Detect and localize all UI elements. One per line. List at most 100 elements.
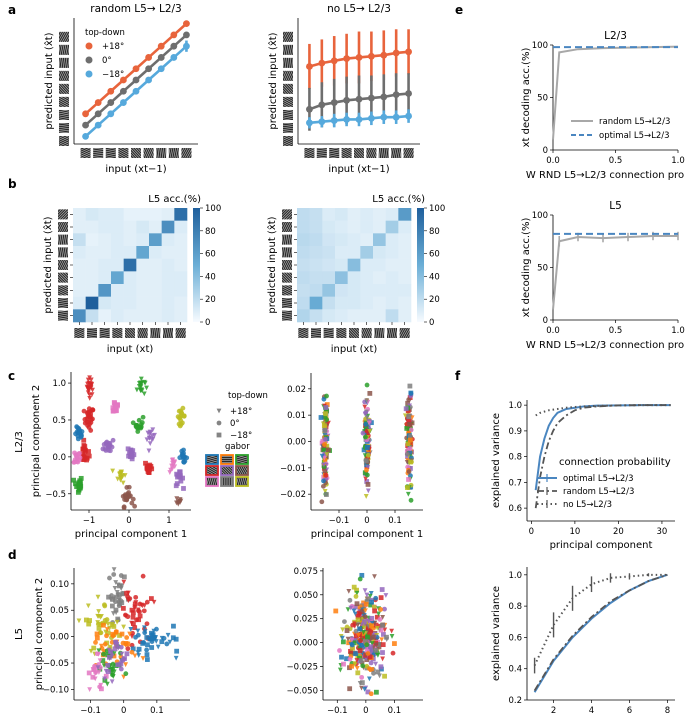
d-right-point bbox=[359, 572, 365, 578]
b-left-cell bbox=[98, 246, 112, 259]
d-right-point bbox=[367, 644, 373, 650]
b-left-cell bbox=[161, 258, 175, 272]
d-right-point bbox=[382, 673, 387, 679]
d-left-point bbox=[149, 645, 155, 650]
c-right-ytick-label: 0.00 bbox=[287, 438, 306, 448]
a-left-point bbox=[94, 99, 102, 106]
d-right-point bbox=[344, 656, 349, 662]
d-left-point bbox=[94, 631, 100, 637]
a-right-y-gabor bbox=[283, 96, 293, 107]
b-right-cell bbox=[297, 258, 310, 272]
c-left-point bbox=[132, 503, 138, 509]
b-left-cell bbox=[149, 233, 162, 247]
b-right-cbar-label: 100 bbox=[429, 204, 445, 214]
d-right-point bbox=[378, 606, 384, 612]
c-right-point bbox=[367, 390, 373, 396]
b-left-cell bbox=[85, 271, 99, 285]
c-right-point bbox=[407, 446, 413, 452]
d-left-point bbox=[105, 652, 111, 658]
c-left-point bbox=[103, 448, 109, 453]
d-left-point bbox=[92, 663, 97, 669]
b-right-cell bbox=[309, 233, 323, 247]
b-left-cell bbox=[111, 309, 124, 323]
b-left-cell bbox=[98, 296, 112, 310]
c-left-point bbox=[85, 377, 91, 383]
b-right-cell bbox=[309, 220, 323, 234]
c-left-point bbox=[129, 450, 135, 456]
a-left-point bbox=[145, 54, 153, 61]
d-left-point bbox=[96, 609, 102, 614]
d-right-point bbox=[360, 663, 366, 669]
c-legend-item-2: −18° bbox=[230, 431, 252, 441]
c-left-point bbox=[84, 457, 90, 463]
d-right-point bbox=[351, 637, 357, 643]
c-left-point bbox=[113, 403, 118, 409]
c-right-point bbox=[407, 421, 413, 427]
panel-label-a: a bbox=[8, 3, 16, 17]
d-right-point bbox=[348, 648, 353, 654]
d-left-point bbox=[90, 674, 96, 680]
d-left-point bbox=[123, 642, 128, 648]
b-right-y-gabor bbox=[282, 272, 292, 283]
c-right-point bbox=[363, 476, 369, 482]
c-left-point bbox=[181, 447, 186, 453]
d-left-point bbox=[104, 627, 110, 632]
d-right-point bbox=[362, 614, 368, 620]
d-left-point bbox=[148, 596, 154, 601]
c-left-point bbox=[169, 463, 174, 469]
b-right-cell bbox=[398, 246, 412, 259]
f-top-ytick-label: 0.8 bbox=[508, 453, 522, 463]
c-right-point bbox=[363, 494, 369, 499]
d-right-ytick-label: 0.050 bbox=[294, 591, 318, 601]
d-right-point bbox=[362, 644, 367, 649]
a-left-point bbox=[183, 31, 190, 39]
c-right-point bbox=[322, 428, 328, 434]
c-right-point bbox=[364, 479, 370, 484]
c-left-point bbox=[170, 459, 176, 465]
d-right-point bbox=[371, 604, 377, 610]
d-left-point bbox=[133, 600, 139, 605]
e-bottom-random-line bbox=[552, 235, 678, 310]
d-left-point bbox=[121, 674, 127, 680]
b-left-cell bbox=[73, 284, 86, 297]
b-right-cell bbox=[373, 309, 386, 323]
d-left-point bbox=[102, 676, 107, 682]
d-right-point bbox=[359, 642, 365, 648]
d-left-point bbox=[137, 609, 142, 615]
b-left-cell bbox=[136, 233, 150, 247]
d-left-point bbox=[137, 613, 143, 619]
c-left-point bbox=[74, 455, 80, 461]
a-left-y-gabor bbox=[59, 31, 69, 42]
b-right-ylabel: predicted input (x̂t) bbox=[266, 216, 278, 313]
b-left-cell bbox=[149, 271, 162, 285]
a-right-y-gabor bbox=[283, 44, 293, 55]
d-left-point bbox=[151, 599, 157, 605]
c-legend-title: top-down bbox=[228, 391, 268, 401]
b-left-x-gabor bbox=[87, 328, 97, 338]
d-left-ylabel: principal component 2 bbox=[34, 578, 45, 690]
d-right-point bbox=[357, 576, 363, 582]
b-right-cell bbox=[297, 208, 310, 221]
a-right-y-gabor bbox=[283, 136, 293, 146]
b-right-xlabel: input (xt) bbox=[331, 344, 378, 355]
a-right-y-gabor bbox=[283, 31, 293, 42]
a-right-title: no L5→ L2/3 bbox=[327, 3, 391, 15]
d-right-point bbox=[377, 673, 382, 679]
a-left-point bbox=[107, 99, 115, 106]
b-right-cell bbox=[335, 309, 348, 323]
d-left-point bbox=[142, 630, 148, 636]
c-left-point bbox=[140, 414, 146, 420]
c-right-point bbox=[408, 437, 413, 443]
a-left-x-gabor bbox=[80, 148, 91, 158]
a-left-x-gabor bbox=[181, 148, 192, 158]
c-legend-marker bbox=[216, 408, 222, 414]
b-left-cell bbox=[123, 271, 137, 285]
c-gabor-legend-thumb bbox=[206, 477, 218, 486]
b-left-cell bbox=[85, 284, 99, 297]
d-left-point bbox=[144, 621, 150, 627]
b-right-y-gabor bbox=[282, 234, 292, 245]
d-left-point bbox=[135, 650, 141, 656]
c-right-point bbox=[323, 405, 329, 410]
d-right-point bbox=[383, 593, 389, 598]
f-top-series-2 bbox=[535, 404, 671, 417]
